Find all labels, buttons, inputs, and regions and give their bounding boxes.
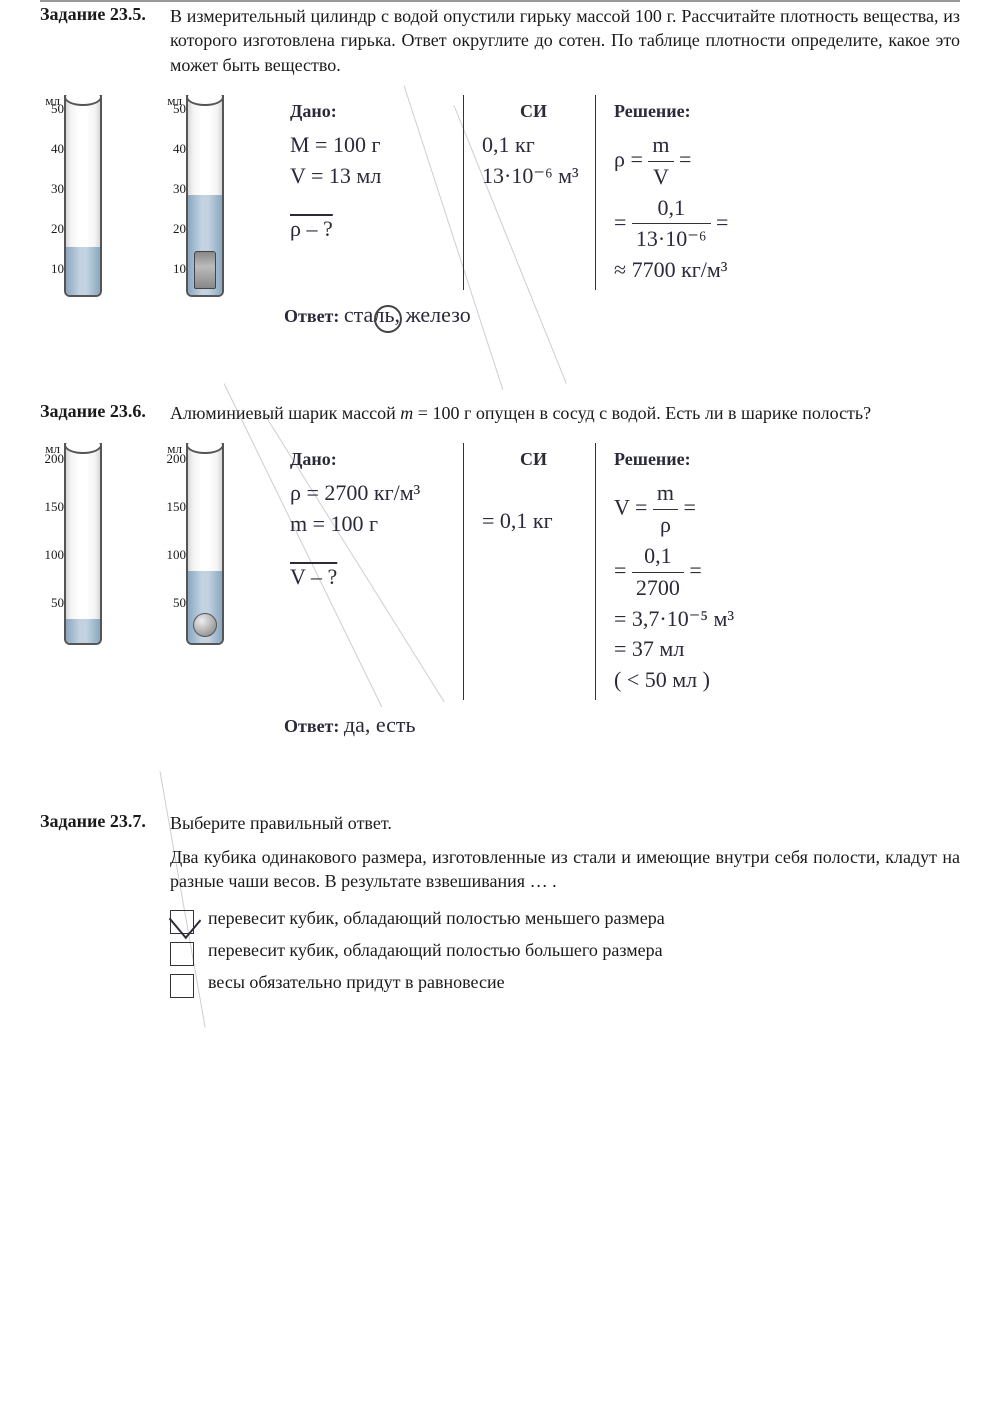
checkbox-icon[interactable] — [170, 910, 194, 934]
cylinder-2: мл 50 40 30 20 10 — [162, 95, 224, 297]
tick: 200 — [167, 451, 187, 467]
tick: 50 — [51, 101, 64, 117]
option-2[interactable]: перевесит кубик, обладающий полостью бол… — [170, 940, 960, 966]
handwritten-solution: Дано: M = 100 г V = 13 мл ρ – ? СИ 0,1 к… — [284, 95, 960, 331]
handwritten-solution: Дано: ρ = 2700 кг/м³ m = 100 г V – ? СИ … — [284, 443, 960, 741]
given: m = 100 г — [290, 509, 453, 540]
sol: ≈ 7700 кг/м³ — [614, 255, 950, 286]
sol: = 3,7·10⁻⁵ м³ — [614, 604, 950, 635]
tick: 100 — [167, 547, 187, 563]
tick: 40 — [51, 141, 64, 157]
given-head: Дано: — [290, 447, 453, 472]
option-1[interactable]: перевесит кубик, обладающий полостью мен… — [170, 908, 960, 934]
tick: 30 — [51, 181, 64, 197]
sol-head: Решение: — [614, 447, 950, 472]
tick: 10 — [51, 261, 64, 277]
task-text: Алюминиевый шарик массой m = 100 г опуще… — [170, 401, 871, 425]
option-3[interactable]: весы обязательно придут в равновесие — [170, 972, 960, 998]
si: = 0,1 кг — [482, 506, 585, 537]
task-num: Задание 23.7. — [40, 811, 160, 832]
si: 13·10⁻⁶ м³ — [482, 161, 585, 192]
cylinder-1: мл 50 40 30 20 10 — [40, 95, 102, 297]
given: ρ – ? — [290, 214, 333, 245]
tick: 40 — [173, 141, 186, 157]
option-text: весы обязательно придут в равновесие — [208, 972, 505, 993]
hand-circle-icon — [374, 305, 402, 333]
answer-label: Ответ: — [284, 306, 339, 326]
si-head: СИ — [482, 99, 585, 124]
tick: 100 — [45, 547, 65, 563]
option-text: перевесит кубик, обладающий полостью бол… — [208, 940, 663, 961]
tick: 10 — [173, 261, 186, 277]
sol: ρ = mV = — [614, 130, 950, 193]
tick: 50 — [173, 101, 186, 117]
tick: 50 — [173, 595, 186, 611]
tick: 20 — [51, 221, 64, 237]
task-num: Задание 23.6. — [40, 401, 160, 422]
task-23-6: Задание 23.6. Алюминиевый шарик массой m… — [40, 401, 960, 741]
tick: 30 — [173, 181, 186, 197]
given-head: Дано: — [290, 99, 453, 124]
sol-head: Решение: — [614, 99, 950, 124]
top-rule — [40, 0, 960, 2]
tick: 200 — [45, 451, 65, 467]
cylinder-1: мл 200 150 100 50 — [40, 443, 102, 645]
si: 0,1 кг — [482, 130, 585, 161]
tick: 20 — [173, 221, 186, 237]
task-text: Два кубика одинакового размера, изготовл… — [170, 845, 960, 894]
sol: ( < 50 мл ) — [614, 665, 950, 696]
si-head: СИ — [482, 447, 585, 472]
cylinder-2: мл 200 150 100 50 — [162, 443, 224, 645]
sol: = 0,12700 = — [614, 541, 950, 604]
task-text: В измерительный цилиндр с водой опустили… — [170, 4, 960, 77]
answer-label: Ответ: — [284, 716, 339, 736]
answer-value: сталь, железо — [344, 302, 471, 327]
checkbox-icon[interactable] — [170, 974, 194, 998]
task-23-5: Задание 23.5. В измерительный цилиндр с … — [40, 4, 960, 331]
task-23-7: Задание 23.7. Выберите правильный ответ.… — [40, 811, 960, 998]
sol: V = mρ = — [614, 478, 950, 541]
given: M = 100 г — [290, 130, 453, 161]
options: перевесит кубик, обладающий полостью мен… — [170, 908, 960, 998]
sol: = 37 мл — [614, 634, 950, 665]
answer-value: да, есть — [344, 712, 416, 737]
task-num: Задание 23.5. — [40, 4, 160, 25]
sol: = 0,113·10⁻⁶ = — [614, 193, 950, 256]
tick: 50 — [51, 595, 64, 611]
tick: 150 — [167, 499, 187, 515]
tick: 150 — [45, 499, 65, 515]
option-text: перевесит кубик, обладающий полостью мен… — [208, 908, 665, 929]
task-lead: Выберите правильный ответ. — [170, 811, 392, 835]
